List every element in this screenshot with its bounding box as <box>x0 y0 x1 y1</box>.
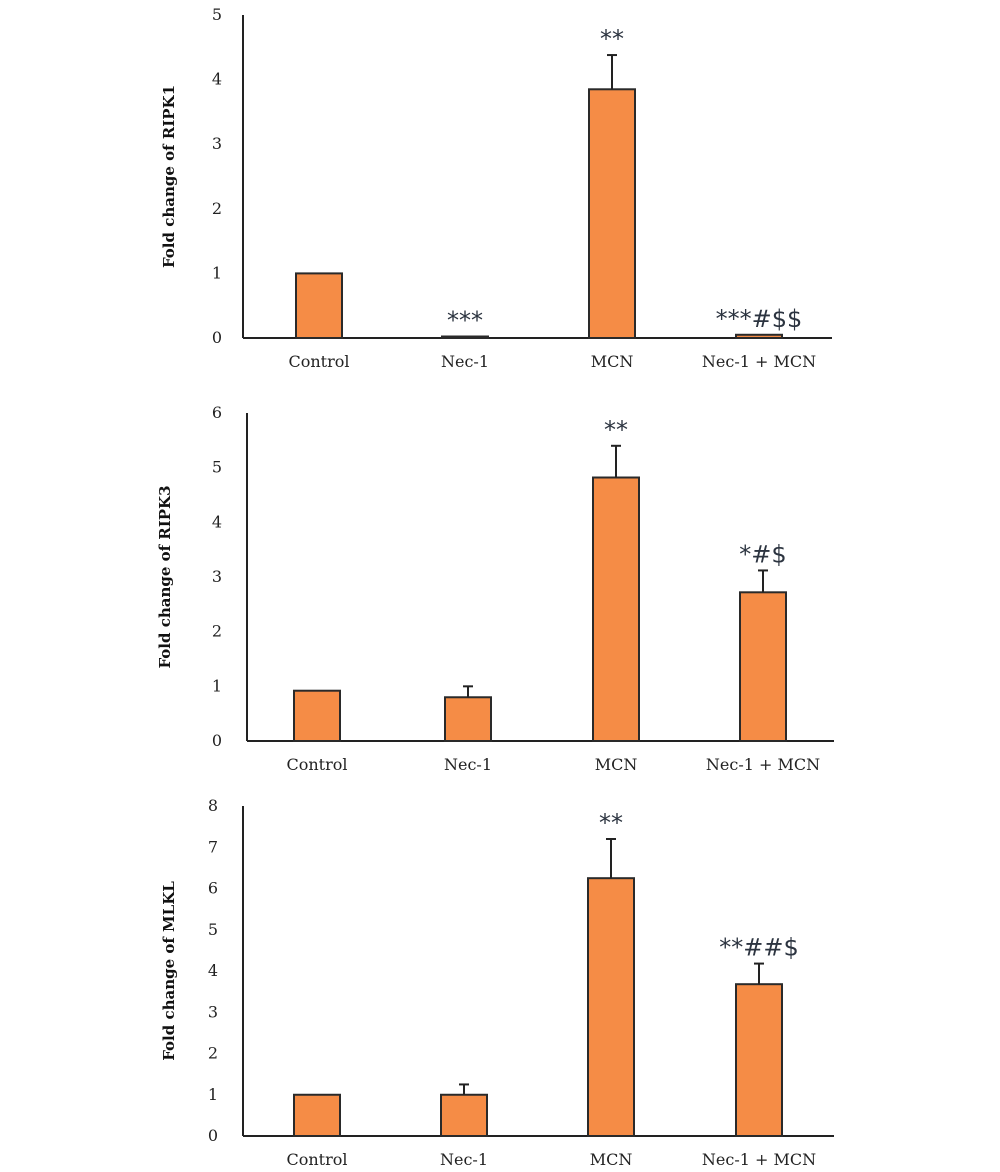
y-tick-label: 2 <box>212 622 222 641</box>
significance-label: **##$ <box>719 934 799 962</box>
significance-label: *#$ <box>739 540 786 568</box>
bar-control <box>293 689 341 742</box>
y-tick-label: 1 <box>208 1085 218 1104</box>
y-axis-title: Fold change of RIPK3 <box>156 485 174 668</box>
x-category-label: Control <box>286 1150 347 1169</box>
bar-nec-1-mcn <box>735 333 783 339</box>
significance-label: ** <box>599 809 623 837</box>
y-tick-label: 7 <box>208 837 218 856</box>
bar-control <box>295 272 343 339</box>
y-tick-label: 0 <box>208 1126 218 1145</box>
y-tick-label: 8 <box>208 796 218 815</box>
y-tick-label: 2 <box>208 1044 218 1063</box>
panel-3: 0 1 2 3 4 5 6 7 8 Fold change of MLKL Control Nec-1… <box>160 796 834 1169</box>
x-category-label: Control <box>286 755 347 774</box>
panel-1: 0 1 2 3 4 5 Fold change of RIPK1 Control *** Nec-… <box>160 5 832 371</box>
significance-label: ** <box>600 25 624 53</box>
x-category-label: Nec-1 <box>441 352 489 371</box>
bar-nec-1 <box>441 335 489 339</box>
panel-2: 0 1 2 3 4 5 6 Fold change of RIPK3 Control Nec-1 *… <box>156 403 834 774</box>
bar-nec-1 <box>444 696 492 742</box>
y-tick-label: 0 <box>212 328 222 347</box>
x-category-label: MCN <box>595 755 638 774</box>
y-tick-label: 0 <box>212 731 222 750</box>
y-tick-label: 4 <box>208 961 218 980</box>
y-tick-label: 5 <box>212 458 222 477</box>
y-tick-label: 2 <box>212 199 222 218</box>
x-category-label: Nec-1 <box>440 1150 488 1169</box>
bar-mcn <box>588 88 636 340</box>
y-tick-label: 5 <box>208 920 218 939</box>
bar-nec-1-mcn <box>735 983 783 1138</box>
y-tick-label: 3 <box>212 134 222 153</box>
y-tick-label: 6 <box>208 879 218 898</box>
x-category-label: Nec-1 + MCN <box>702 352 816 371</box>
y-tick-label: 4 <box>212 70 222 89</box>
x-category-label: Nec-1 + MCN <box>702 1150 816 1169</box>
x-category-label: MCN <box>590 1150 633 1169</box>
significance-label: ***#$$ <box>716 305 803 333</box>
bar-nec-1-mcn <box>739 591 787 742</box>
bar-mcn <box>592 476 640 742</box>
significance-label: *** <box>447 307 483 335</box>
significance-label: ** <box>604 416 628 444</box>
y-axis-title: Fold change of MLKL <box>160 881 178 1061</box>
x-category-label: Nec-1 <box>444 755 492 774</box>
y-tick-label: 1 <box>212 676 222 695</box>
y-tick-label: 3 <box>212 567 222 586</box>
y-tick-label: 6 <box>212 403 222 422</box>
y-tick-label: 5 <box>212 5 222 24</box>
y-tick-label: 1 <box>212 263 222 282</box>
bar-control <box>293 1093 341 1137</box>
y-axis-title: Fold change of RIPK1 <box>160 85 178 268</box>
bar-nec-1 <box>440 1093 488 1137</box>
y-tick-label: 4 <box>212 512 222 531</box>
x-category-label: Control <box>288 352 349 371</box>
y-tick-label: 3 <box>208 1002 218 1021</box>
x-category-label: MCN <box>591 352 634 371</box>
bar-mcn <box>587 877 635 1137</box>
x-category-label: Nec-1 + MCN <box>706 755 820 774</box>
